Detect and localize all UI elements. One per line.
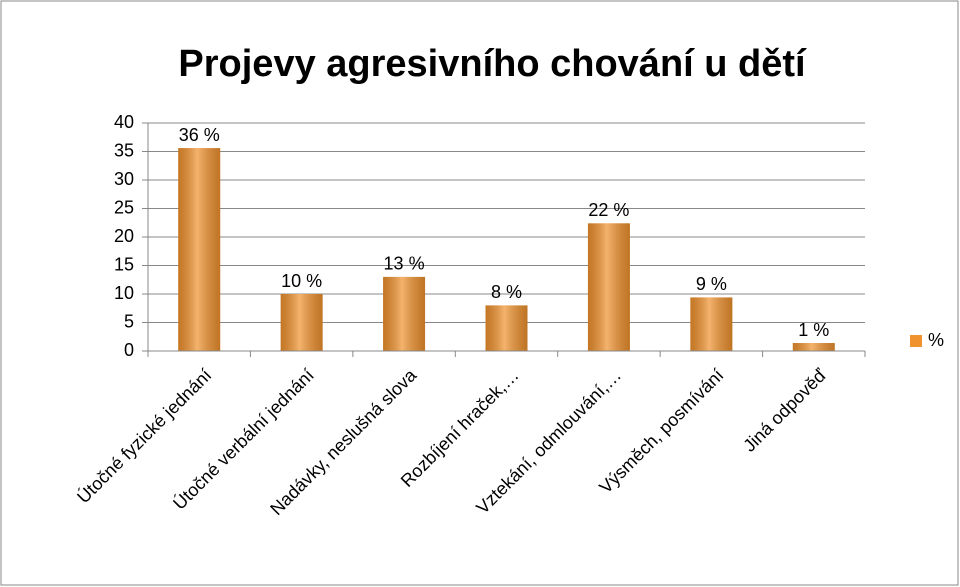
y-tick-label: 5 xyxy=(124,311,134,331)
data-label: 22 % xyxy=(588,200,629,220)
bar-shine xyxy=(485,305,528,351)
bar-shine xyxy=(383,276,426,351)
y-tick-label: 20 xyxy=(114,226,134,246)
data-label: 10 % xyxy=(281,271,322,291)
y-tick-label: 35 xyxy=(114,140,134,160)
data-label: 36 % xyxy=(179,125,220,145)
data-label: 13 % xyxy=(384,254,425,274)
data-label: 9 % xyxy=(696,274,727,294)
legend-label: % xyxy=(928,330,944,350)
y-tick-label: 0 xyxy=(124,340,134,360)
data-label: 1 % xyxy=(798,320,829,340)
bar-shine xyxy=(792,343,835,351)
bar-shine xyxy=(178,148,221,351)
bar-shine xyxy=(280,294,323,351)
y-tick-label: 30 xyxy=(114,169,134,189)
y-tick-label: 10 xyxy=(114,283,134,303)
bar-shine xyxy=(690,297,733,351)
chart-title: Projevy agresivního chování u dětí xyxy=(178,43,807,85)
y-tick-label: 25 xyxy=(114,197,134,217)
bar-shine xyxy=(587,223,630,351)
y-tick-label: 15 xyxy=(114,254,134,274)
legend-swatch xyxy=(910,335,922,347)
y-tick-label: 40 xyxy=(114,112,134,132)
data-label: 8 % xyxy=(491,282,522,302)
